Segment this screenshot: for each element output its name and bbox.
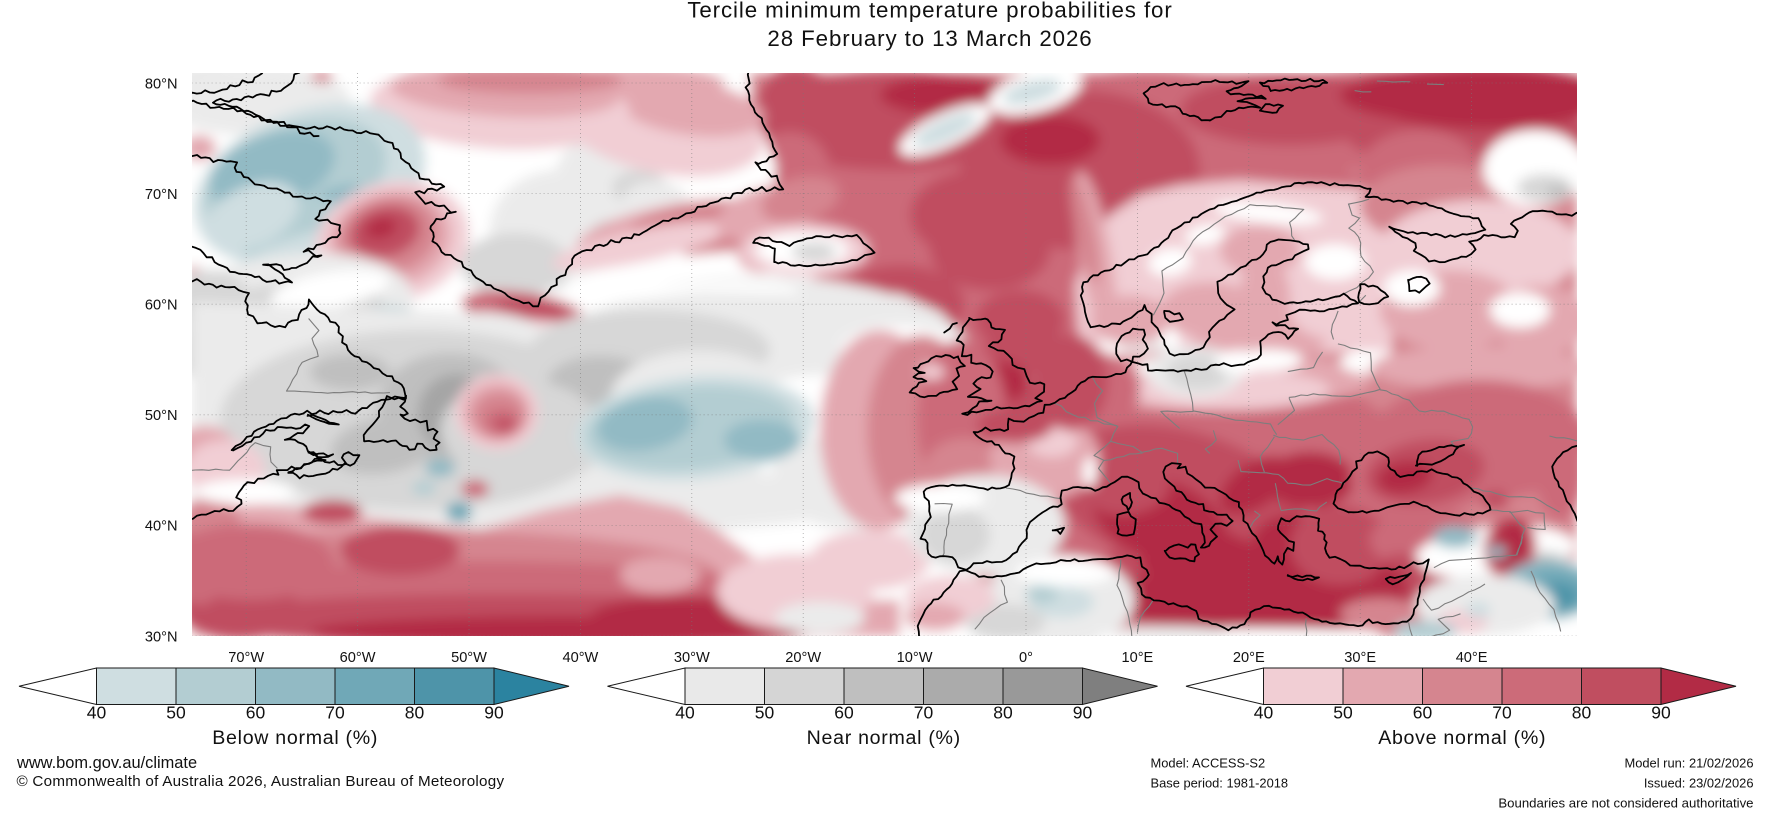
svg-text:60°W: 60°W [340, 650, 376, 666]
svg-text:Below normal (%): Below normal (%) [212, 727, 378, 749]
svg-text:70: 70 [914, 702, 934, 722]
svg-text:20°E: 20°E [1233, 650, 1265, 666]
svg-text:60: 60 [1413, 702, 1433, 722]
svg-text:40°E: 40°E [1456, 650, 1488, 666]
svg-text:70°N: 70°N [145, 187, 178, 203]
svg-text:60: 60 [834, 702, 854, 722]
svg-text:Issued: 23/02/2026: Issued: 23/02/2026 [1644, 775, 1754, 790]
svg-text:50: 50 [755, 702, 775, 722]
svg-text:90: 90 [1073, 702, 1093, 722]
svg-text:Base period: 1981-2018: Base period: 1981-2018 [1151, 775, 1289, 790]
svg-text:80°N: 80°N [145, 76, 178, 92]
svg-text:60: 60 [246, 702, 266, 722]
svg-text:40: 40 [1254, 702, 1274, 722]
svg-text:Model run: 21/02/2026: Model run: 21/02/2026 [1624, 756, 1753, 771]
svg-text:0°: 0° [1019, 650, 1033, 666]
svg-text:90: 90 [484, 702, 504, 722]
svg-text:40: 40 [675, 702, 695, 722]
svg-text:30°E: 30°E [1344, 650, 1376, 666]
svg-text:50: 50 [1333, 702, 1353, 722]
svg-text:© Commonwealth of Australia 20: © Commonwealth of Australia 2026, Austra… [17, 773, 505, 790]
svg-text:40°W: 40°W [562, 650, 598, 666]
svg-text:80: 80 [405, 702, 425, 722]
svg-text:60°N: 60°N [145, 298, 178, 314]
svg-text:50: 50 [166, 702, 186, 722]
svg-text:www.bom.gov.au/climate: www.bom.gov.au/climate [16, 754, 197, 772]
svg-text:Tercile minimum temperature pr: Tercile minimum temperature probabilitie… [687, 0, 1172, 23]
svg-text:40°N: 40°N [145, 519, 178, 535]
svg-text:30°W: 30°W [674, 650, 710, 666]
svg-text:70°W: 70°W [228, 650, 264, 666]
svg-text:80: 80 [993, 702, 1013, 722]
svg-text:80: 80 [1572, 702, 1592, 722]
svg-text:10°E: 10°E [1121, 650, 1153, 666]
svg-text:50°W: 50°W [451, 650, 487, 666]
svg-text:Model: ACCESS-S2: Model: ACCESS-S2 [1151, 756, 1266, 771]
svg-text:20°W: 20°W [785, 650, 821, 666]
svg-text:10°W: 10°W [897, 650, 933, 666]
svg-text:90: 90 [1651, 702, 1671, 722]
svg-text:70: 70 [325, 702, 345, 722]
svg-text:70: 70 [1492, 702, 1512, 722]
svg-text:Boundaries are not considered: Boundaries are not considered authoritat… [1498, 796, 1753, 811]
svg-text:30°N: 30°N [145, 629, 178, 645]
svg-text:28 February to 13 March 2026: 28 February to 13 March 2026 [767, 26, 1092, 51]
svg-text:50°N: 50°N [145, 408, 178, 424]
svg-text:Near normal (%): Near normal (%) [807, 727, 961, 749]
svg-text:40: 40 [87, 702, 107, 722]
svg-text:Above normal (%): Above normal (%) [1378, 727, 1546, 749]
